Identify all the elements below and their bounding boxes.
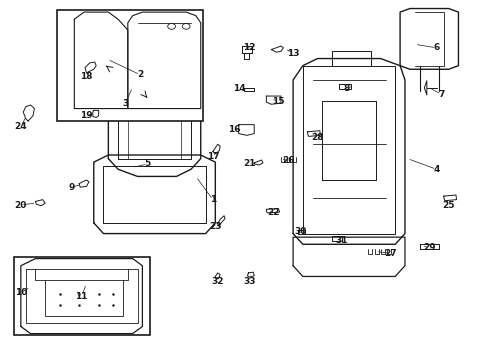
Text: 27: 27 — [383, 249, 396, 258]
Text: 3: 3 — [122, 99, 128, 108]
Text: 1: 1 — [209, 195, 216, 204]
Text: 24: 24 — [15, 122, 27, 131]
Text: 20: 20 — [15, 201, 27, 210]
Text: 16: 16 — [228, 126, 241, 135]
Text: 15: 15 — [272, 97, 284, 106]
Text: 22: 22 — [267, 208, 279, 217]
Bar — [14, 257, 149, 336]
Text: 6: 6 — [432, 43, 439, 52]
Text: 11: 11 — [75, 292, 88, 301]
Text: 21: 21 — [243, 159, 255, 168]
Text: 17: 17 — [206, 152, 219, 161]
Text: 26: 26 — [282, 156, 294, 165]
Bar — [57, 10, 203, 121]
Text: 13: 13 — [286, 49, 299, 58]
Text: 10: 10 — [15, 288, 27, 297]
Text: 29: 29 — [422, 243, 435, 252]
Text: 7: 7 — [437, 90, 444, 99]
Text: 5: 5 — [144, 159, 150, 168]
Text: 8: 8 — [343, 84, 349, 93]
Text: 31: 31 — [335, 236, 347, 245]
Text: 4: 4 — [432, 165, 439, 174]
Text: 14: 14 — [233, 84, 245, 93]
Text: 23: 23 — [209, 222, 221, 231]
Text: 19: 19 — [80, 111, 93, 120]
Text: 9: 9 — [68, 183, 75, 192]
Text: 30: 30 — [294, 227, 306, 236]
Text: 28: 28 — [310, 132, 323, 141]
Text: 18: 18 — [80, 72, 93, 81]
Text: 12: 12 — [243, 43, 255, 52]
Text: 2: 2 — [137, 70, 143, 79]
Text: 33: 33 — [243, 277, 255, 286]
Text: 25: 25 — [442, 201, 454, 210]
Text: 32: 32 — [211, 277, 224, 286]
